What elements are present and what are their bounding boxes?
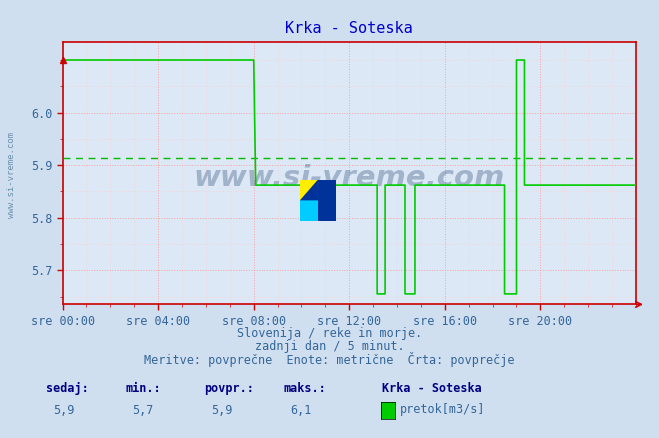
Text: povpr.:: povpr.:: [204, 382, 254, 395]
Text: min.:: min.:: [125, 382, 161, 395]
Text: www.si-vreme.com: www.si-vreme.com: [194, 164, 505, 192]
Polygon shape: [300, 201, 318, 221]
Text: sedaj:: sedaj:: [46, 382, 89, 395]
Text: zadnji dan / 5 minut.: zadnji dan / 5 minut.: [254, 340, 405, 353]
Text: 6,1: 6,1: [290, 404, 311, 417]
Text: www.si-vreme.com: www.si-vreme.com: [7, 132, 16, 218]
Polygon shape: [318, 180, 336, 221]
Text: maks.:: maks.:: [283, 382, 326, 395]
Polygon shape: [300, 180, 318, 201]
Polygon shape: [300, 180, 318, 201]
Title: Krka - Soteska: Krka - Soteska: [285, 21, 413, 36]
Text: Slovenija / reke in morje.: Slovenija / reke in morje.: [237, 327, 422, 340]
Text: Meritve: povprečne  Enote: metrične  Črta: povprečje: Meritve: povprečne Enote: metrične Črta:…: [144, 353, 515, 367]
Text: 5,9: 5,9: [53, 404, 74, 417]
Text: pretok[m3/s]: pretok[m3/s]: [400, 403, 486, 416]
Text: 5,9: 5,9: [211, 404, 232, 417]
Text: 5,7: 5,7: [132, 404, 153, 417]
Text: Krka - Soteska: Krka - Soteska: [382, 382, 482, 395]
